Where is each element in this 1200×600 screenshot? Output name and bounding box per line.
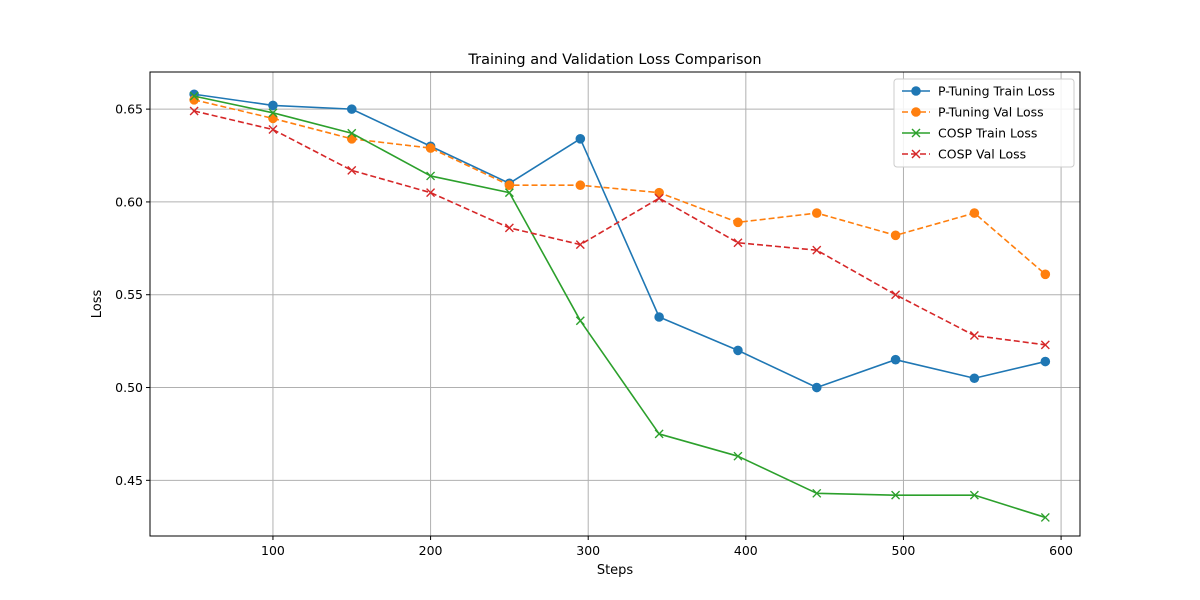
data-point bbox=[268, 108, 278, 118]
y-tick-label: 0.50 bbox=[115, 380, 143, 395]
data-point bbox=[812, 488, 822, 498]
data-point bbox=[189, 91, 199, 101]
y-tick-label: 0.65 bbox=[115, 102, 143, 117]
data-point bbox=[575, 180, 586, 191]
data-point bbox=[504, 223, 514, 233]
legend-marker bbox=[911, 86, 921, 96]
data-point bbox=[575, 134, 586, 144]
data-point bbox=[347, 165, 357, 175]
data-point bbox=[891, 290, 901, 300]
data-point bbox=[268, 125, 278, 135]
data-point bbox=[733, 217, 743, 228]
data-point bbox=[733, 238, 743, 248]
data-point bbox=[969, 490, 979, 500]
data-point bbox=[654, 429, 664, 439]
data-point bbox=[346, 134, 357, 144]
data-point bbox=[268, 113, 278, 124]
data-point bbox=[654, 187, 664, 198]
legend: P-Tuning Train Loss P-Tuning Val Loss COSP… bbox=[893, 78, 1075, 168]
data-point bbox=[812, 245, 822, 255]
data-point bbox=[969, 208, 980, 218]
legend-box bbox=[893, 78, 1075, 168]
axis-ticks: 100 200 300 400 500 600 0.45 0.50 0.55 0.60 0.65 bbox=[115, 102, 1073, 558]
data-point bbox=[347, 128, 357, 138]
data-point bbox=[1040, 269, 1051, 280]
data-point bbox=[811, 208, 822, 218]
data-point bbox=[733, 345, 743, 356]
data-point bbox=[504, 188, 514, 198]
x-tick-label: 500 bbox=[892, 543, 916, 558]
legend-label: P-Tuning Train Loss bbox=[938, 84, 1055, 99]
y-axis-label: Loss bbox=[90, 290, 105, 319]
series-line bbox=[193, 95, 1046, 519]
data-point bbox=[504, 180, 515, 191]
legend-marker bbox=[911, 149, 921, 159]
data-point bbox=[654, 193, 664, 203]
chart-title: Training and Validation Loss Comparison bbox=[467, 52, 761, 68]
data-point bbox=[575, 240, 585, 250]
data-point bbox=[426, 171, 436, 181]
data-point bbox=[1040, 340, 1050, 350]
x-axis-label: Steps bbox=[597, 563, 634, 578]
series-layer bbox=[189, 89, 1051, 522]
series-line bbox=[193, 99, 1046, 275]
data-point bbox=[575, 316, 585, 326]
legend-marker bbox=[911, 107, 921, 117]
data-point bbox=[890, 230, 901, 241]
data-point bbox=[425, 143, 436, 153]
legend-item: COSP Train Loss bbox=[902, 126, 1037, 141]
data-point bbox=[969, 331, 979, 341]
series-line bbox=[193, 110, 1046, 346]
legend-item: P-Tuning Train Loss bbox=[902, 84, 1055, 99]
data-point bbox=[1040, 356, 1051, 367]
series-3 bbox=[189, 106, 1050, 350]
x-tick-label: 200 bbox=[419, 543, 443, 558]
x-tick-label: 400 bbox=[734, 543, 758, 558]
data-point bbox=[891, 490, 901, 500]
y-tick-label: 0.55 bbox=[115, 287, 143, 302]
data-point bbox=[268, 100, 278, 111]
legend-label: COSP Val Loss bbox=[938, 147, 1026, 162]
plot-area-frame bbox=[149, 71, 1081, 537]
legend-label: COSP Train Loss bbox=[938, 126, 1037, 141]
data-point bbox=[654, 312, 664, 322]
x-tick-label: 600 bbox=[1049, 543, 1073, 558]
data-point bbox=[426, 188, 436, 198]
data-point bbox=[969, 373, 980, 384]
legend-label: P-Tuning Val Loss bbox=[938, 105, 1044, 120]
y-tick-label: 0.45 bbox=[115, 473, 143, 488]
series-1 bbox=[189, 95, 1051, 280]
data-point bbox=[346, 104, 357, 114]
series-line bbox=[194, 93, 1046, 389]
data-point bbox=[733, 451, 743, 461]
data-point bbox=[1040, 512, 1050, 522]
x-tick-label: 100 bbox=[261, 543, 285, 558]
y-tick-label: 0.60 bbox=[115, 194, 143, 209]
x-tick-label: 300 bbox=[576, 543, 600, 558]
legend-marker bbox=[911, 128, 921, 138]
legend-item: COSP Val Loss bbox=[902, 147, 1026, 162]
series-2 bbox=[189, 91, 1050, 522]
data-point bbox=[890, 354, 901, 365]
data-point bbox=[811, 382, 822, 393]
data-point bbox=[189, 106, 199, 116]
legend-item: P-Tuning Val Loss bbox=[902, 105, 1044, 120]
